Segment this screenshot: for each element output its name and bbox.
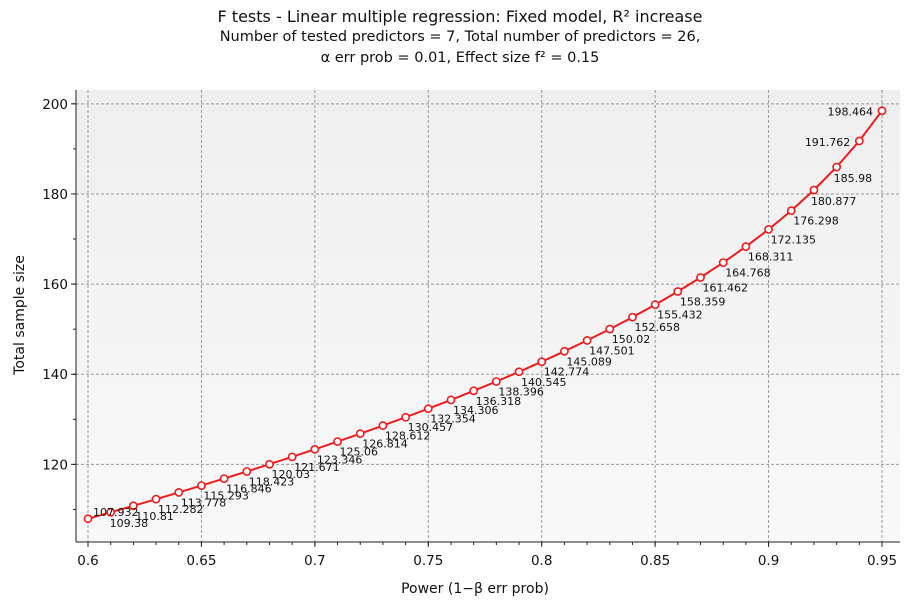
data-label: 136.318 <box>476 395 521 408</box>
y-tick-label: 120 <box>42 457 68 473</box>
x-tick-label: 0.9 <box>758 553 779 569</box>
data-label: 126.814 <box>362 438 408 451</box>
data-label: 128.612 <box>385 430 431 443</box>
data-label: 125.06 <box>340 446 379 459</box>
tick-labels: 0.6 0.65 0.7 0.75 0.8 0.85 0.9 0.95 120 140 160 180… <box>42 97 897 569</box>
data-point <box>718 258 728 268</box>
data-label: 112.282 <box>158 503 204 516</box>
data-label: 132.354 <box>430 413 476 426</box>
data-point <box>106 507 116 517</box>
data-label: 168.311 <box>748 251 794 264</box>
data-label: 180.877 <box>811 195 857 208</box>
y-tick-label: 140 <box>42 367 68 383</box>
y-tick-label: 160 <box>42 277 68 293</box>
data-point <box>854 136 864 146</box>
data-label: 150.02 <box>612 333 651 346</box>
data-point <box>469 386 479 396</box>
data-point <box>786 206 796 216</box>
data-point <box>582 336 592 345</box>
data-point <box>242 467 252 476</box>
data-label: 161.462 <box>703 282 749 295</box>
data-point <box>174 488 184 497</box>
data-label: 140.545 <box>521 376 567 389</box>
data-label: 198.464 <box>828 106 874 119</box>
data-point <box>809 185 819 195</box>
data-point <box>491 377 501 386</box>
data-label: 116.846 <box>226 483 272 496</box>
x-tick-label: 0.7 <box>304 553 325 569</box>
data-label: 138.396 <box>498 385 544 398</box>
data-point <box>423 404 433 414</box>
x-tick-label: 0.8 <box>531 553 552 569</box>
data-point <box>197 481 206 490</box>
data-label: 113.778 <box>181 496 227 509</box>
data-label: 110.81 <box>135 510 174 523</box>
data-point <box>560 346 569 356</box>
data-point <box>514 367 524 377</box>
axes <box>71 90 900 547</box>
x-tick-label: 0.6 <box>77 553 98 569</box>
data-point <box>696 273 705 282</box>
data-point <box>83 514 93 524</box>
data-point <box>128 501 138 511</box>
data-point <box>287 452 297 462</box>
data-label: 134.306 <box>453 404 499 417</box>
data-point <box>605 324 615 334</box>
data-point <box>378 421 388 430</box>
data-label: 164.768 <box>725 267 771 280</box>
chart-title: F tests - Linear multiple regression: Fi… <box>217 7 703 26</box>
y-tick-label: 200 <box>42 97 68 113</box>
data-label: 130.457 <box>408 421 454 434</box>
data-label: 145.089 <box>566 355 612 368</box>
data-label: 123.346 <box>317 453 363 466</box>
chart-subtitle-line2: α err prob = 0.01, Effect size f² = 0.15 <box>320 50 600 66</box>
data-label: 158.359 <box>680 295 726 308</box>
data-labels: 107.932109.38110.81112.282113.778115.293… <box>93 106 873 530</box>
data-point <box>355 429 365 439</box>
grid-lines <box>76 90 900 542</box>
data-label: 109.38 <box>110 517 149 530</box>
chart-subtitle-line1: Number of tested predictors = 7, Total n… <box>219 29 701 45</box>
data-label: 176.298 <box>793 215 839 228</box>
data-point <box>673 287 683 296</box>
data-point <box>628 312 637 322</box>
chart-titles: F tests - Linear multiple regression: Fi… <box>0 6 920 69</box>
x-tick-label: 0.75 <box>413 553 443 569</box>
data-label: 155.432 <box>657 309 703 322</box>
data-point <box>741 242 751 252</box>
data-point <box>446 395 456 405</box>
x-tick-label: 0.65 <box>186 553 216 569</box>
data-point <box>219 474 229 483</box>
data-label: 115.293 <box>203 490 249 503</box>
data-label: 172.135 <box>771 233 817 246</box>
data-label: 107.932 <box>93 506 139 519</box>
data-label: 121.671 <box>294 461 340 474</box>
data-label: 185.98 <box>834 172 873 185</box>
data-point <box>832 162 842 172</box>
data-label: 191.762 <box>805 136 851 149</box>
data-point <box>877 106 887 116</box>
x-axis-label: Power (1−β err prob) <box>401 581 549 597</box>
data-point <box>151 494 161 504</box>
data-point <box>650 300 660 310</box>
plot-area <box>76 90 900 542</box>
data-point <box>537 357 547 367</box>
data-label: 142.774 <box>544 366 590 379</box>
data-point <box>265 459 274 469</box>
data-label: 118.423 <box>249 475 294 488</box>
data-label: 120.03 <box>271 468 310 481</box>
y-axis-label: Total sample size <box>12 255 28 376</box>
x-tick-label: 0.85 <box>640 553 670 569</box>
data-label: 152.658 <box>634 321 680 334</box>
y-tick-label: 180 <box>42 187 68 203</box>
x-tick-label: 0.95 <box>867 553 897 569</box>
data-label: 147.501 <box>589 344 635 357</box>
data-point <box>764 225 773 234</box>
series-layer <box>83 106 887 524</box>
data-point <box>333 437 342 446</box>
data-point <box>310 444 320 454</box>
data-point <box>401 412 410 422</box>
